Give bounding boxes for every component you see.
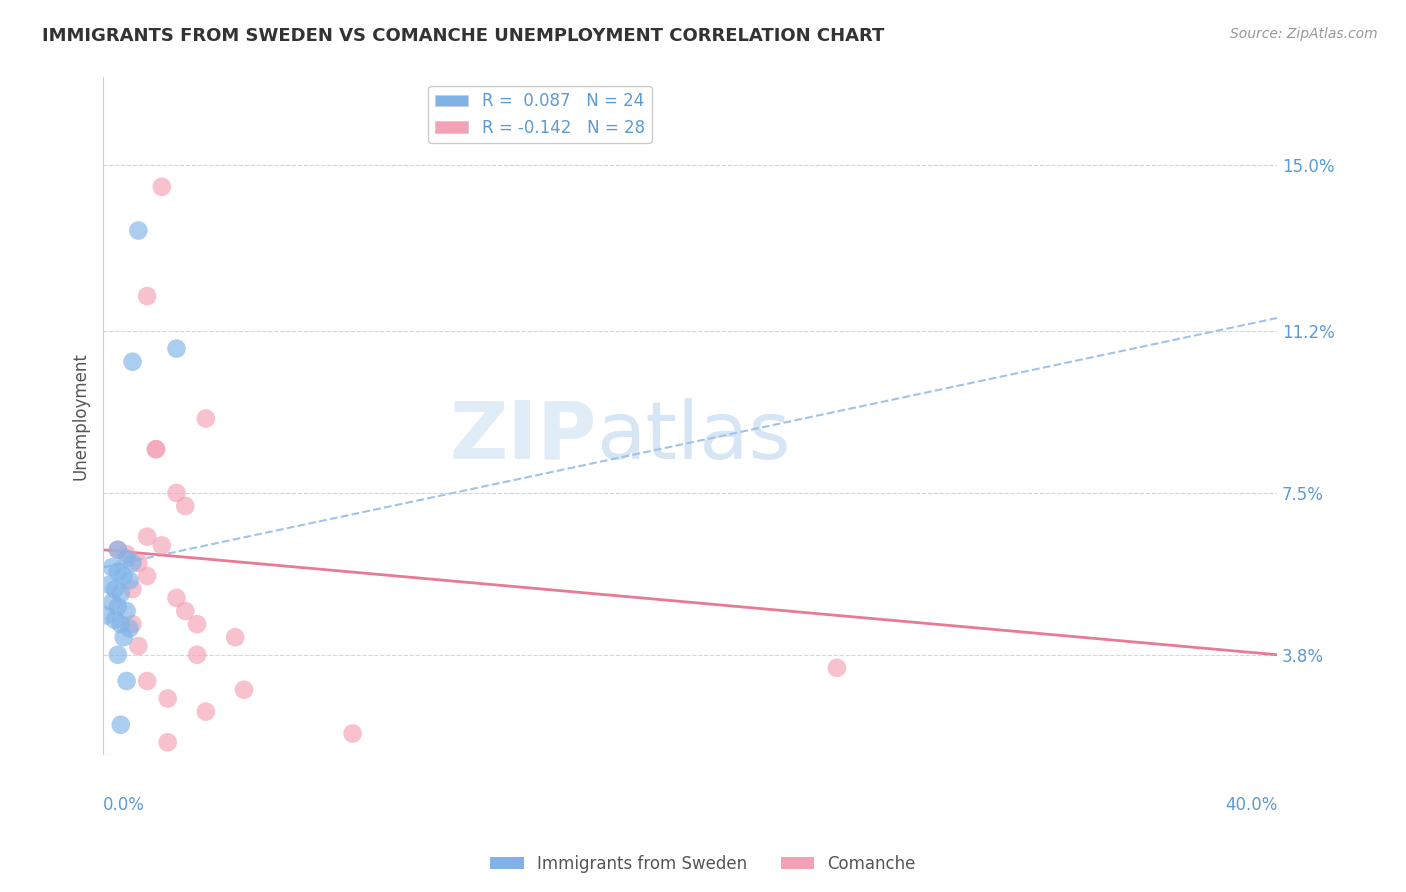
Point: [115, 604, 138, 618]
Point: [224, 630, 246, 644]
Point: [107, 542, 129, 557]
Legend: R =  0.087   N = 24, R = -0.142   N = 28: R = 0.087 N = 24, R = -0.142 N = 28: [429, 86, 651, 144]
Point: [110, 586, 132, 600]
Point: [194, 705, 217, 719]
Point: [101, 560, 124, 574]
Text: Source: ZipAtlas.com: Source: ZipAtlas.com: [1230, 27, 1378, 41]
Point: [174, 499, 197, 513]
Point: [115, 673, 138, 688]
Point: [186, 617, 208, 632]
Point: [127, 639, 149, 653]
Text: 0.0%: 0.0%: [103, 796, 145, 814]
Point: [145, 442, 167, 457]
Point: [166, 591, 188, 605]
Point: [118, 622, 141, 636]
Point: [112, 630, 135, 644]
Point: [101, 595, 124, 609]
Text: 40.0%: 40.0%: [1225, 796, 1277, 814]
Point: [136, 289, 159, 303]
Point: [98, 578, 121, 592]
Point: [94, 608, 117, 623]
Point: [115, 551, 138, 566]
Point: [121, 617, 143, 632]
Point: [104, 613, 127, 627]
Point: [110, 717, 132, 731]
Y-axis label: Unemployment: Unemployment: [72, 352, 89, 480]
Point: [194, 411, 217, 425]
Point: [127, 223, 149, 237]
Point: [186, 648, 208, 662]
Text: ZIP: ZIP: [449, 398, 596, 475]
Point: [121, 355, 143, 369]
Point: [115, 547, 138, 561]
Text: IMMIGRANTS FROM SWEDEN VS COMANCHE UNEMPLOYMENT CORRELATION CHART: IMMIGRANTS FROM SWEDEN VS COMANCHE UNEMP…: [42, 27, 884, 45]
Point: [118, 574, 141, 588]
Point: [156, 691, 179, 706]
Point: [110, 617, 132, 632]
Point: [107, 648, 129, 662]
Point: [342, 726, 364, 740]
Point: [233, 682, 256, 697]
Point: [121, 556, 143, 570]
Point: [121, 582, 143, 596]
Point: [166, 486, 188, 500]
Point: [166, 342, 188, 356]
Point: [174, 604, 197, 618]
Point: [107, 542, 129, 557]
Point: [156, 735, 179, 749]
Point: [127, 556, 149, 570]
Point: [107, 565, 129, 579]
Point: [107, 599, 129, 614]
Point: [136, 673, 159, 688]
Point: [104, 582, 127, 596]
Point: [136, 530, 159, 544]
Point: [145, 442, 167, 457]
Point: [112, 569, 135, 583]
Text: atlas: atlas: [596, 398, 790, 475]
Point: [825, 661, 848, 675]
Legend: Immigrants from Sweden, Comanche: Immigrants from Sweden, Comanche: [484, 848, 922, 880]
Point: [150, 179, 173, 194]
Point: [150, 538, 173, 552]
Point: [136, 569, 159, 583]
